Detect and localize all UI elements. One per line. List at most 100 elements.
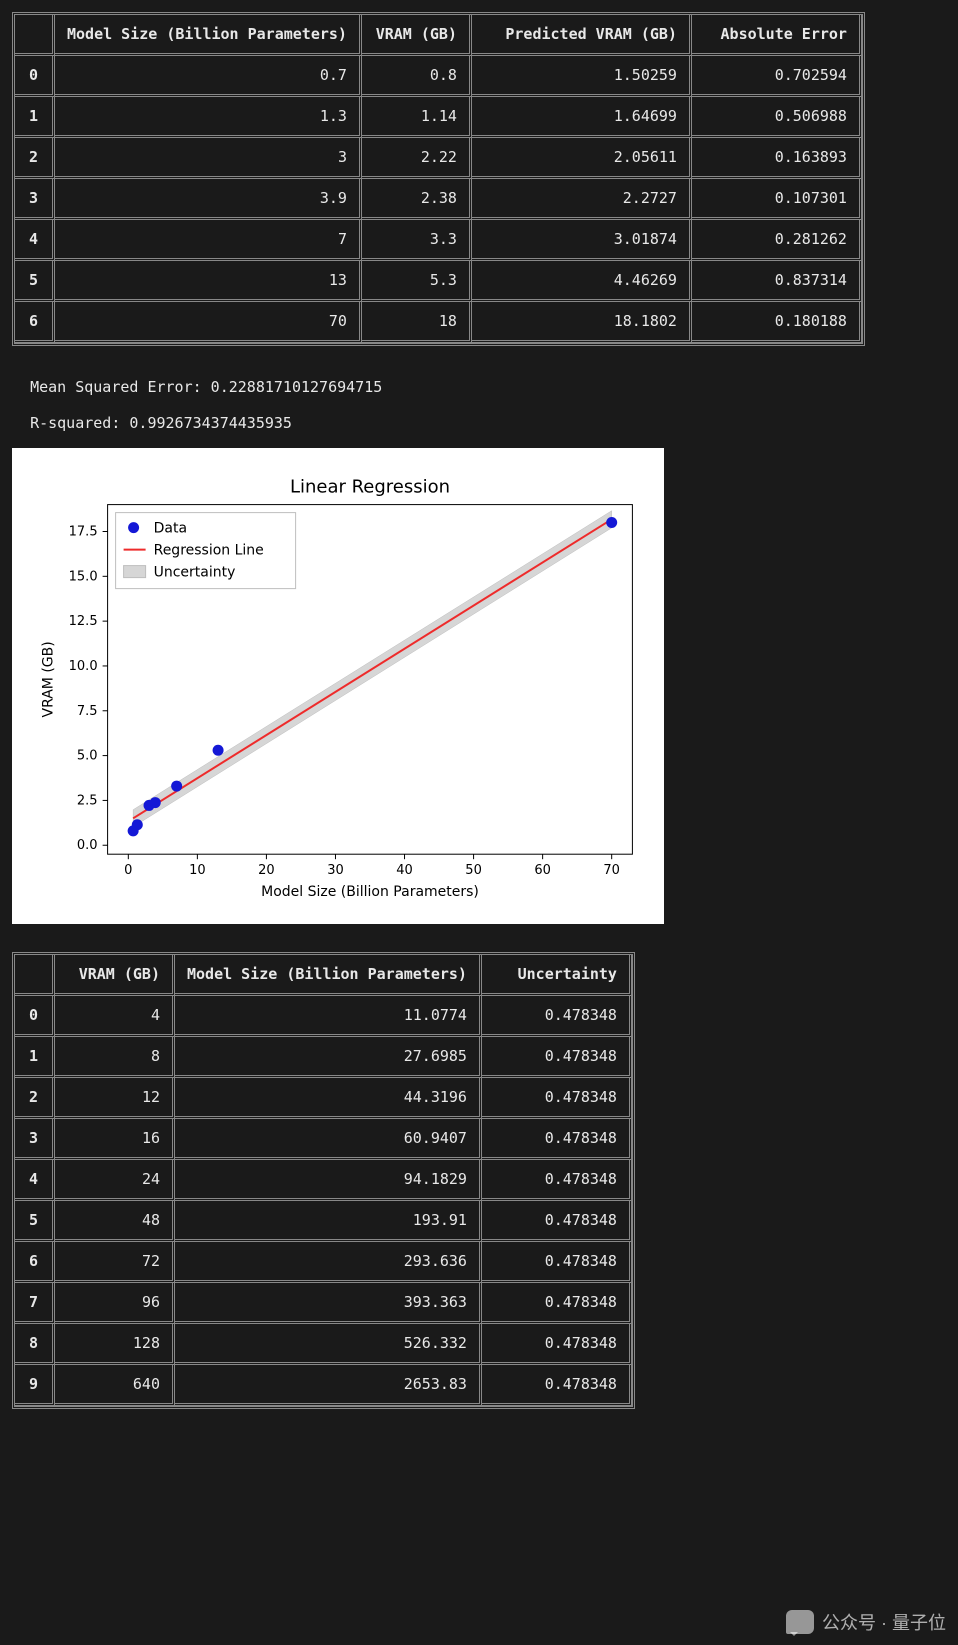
svg-text:40: 40: [396, 863, 413, 878]
row-index-cell: 6: [15, 1242, 55, 1283]
data-cell: 0.478348: [482, 1365, 632, 1406]
data-cell: 526.332: [175, 1324, 482, 1365]
row-index-cell: 6: [15, 302, 55, 343]
table-row: 8128526.3320.478348: [15, 1324, 632, 1365]
data-cell: 0.478348: [482, 1037, 632, 1078]
row-index-cell: 1: [15, 1037, 55, 1078]
svg-text:50: 50: [465, 863, 482, 878]
data-cell: 3.01874: [472, 220, 692, 261]
watermark-text: 公众号 · 量子位: [822, 1609, 946, 1635]
data-cell: 0.478348: [482, 1160, 632, 1201]
mse-line: Mean Squared Error: 0.22881710127694715: [30, 378, 382, 396]
data-cell: 2653.83: [175, 1365, 482, 1406]
table-row: 0411.07740.478348: [15, 996, 632, 1037]
data-cell: 72: [55, 1242, 175, 1283]
data-cell: 1.14: [362, 97, 472, 138]
results-table-1: Model Size (Billion Parameters)VRAM (GB)…: [12, 12, 865, 346]
table-row: 21244.31960.478348: [15, 1078, 632, 1119]
data-cell: 0.478348: [482, 1242, 632, 1283]
table-row: 96402653.830.478348: [15, 1365, 632, 1406]
column-header: Predicted VRAM (GB): [472, 15, 692, 56]
svg-text:15.0: 15.0: [69, 569, 98, 584]
data-cell: 3.3: [362, 220, 472, 261]
row-index-cell: 0: [15, 56, 55, 97]
column-header: Uncertainty: [482, 955, 632, 996]
data-cell: 11.0774: [175, 996, 482, 1037]
table-row: 1827.69850.478348: [15, 1037, 632, 1078]
data-cell: 18.1802: [472, 302, 692, 343]
svg-text:20: 20: [258, 863, 275, 878]
data-cell: 16: [55, 1119, 175, 1160]
svg-text:Uncertainty: Uncertainty: [154, 565, 236, 581]
svg-text:17.5: 17.5: [69, 524, 98, 539]
data-cell: 0.506988: [692, 97, 862, 138]
data-cell: 8: [55, 1037, 175, 1078]
data-cell: 7: [55, 220, 362, 261]
data-cell: 0.837314: [692, 261, 862, 302]
row-index-cell: 7: [15, 1283, 55, 1324]
column-header: Model Size (Billion Parameters): [55, 15, 362, 56]
row-index-cell: 2: [15, 1078, 55, 1119]
data-cell: 0.478348: [482, 1078, 632, 1119]
column-header: Absolute Error: [692, 15, 862, 56]
table-row: 473.33.018740.281262: [15, 220, 862, 261]
predictions-table: VRAM (GB)Model Size (Billion Parameters)…: [12, 952, 635, 1409]
data-cell: 0.7: [55, 56, 362, 97]
column-header: VRAM (GB): [362, 15, 472, 56]
data-cell: 0.702594: [692, 56, 862, 97]
data-cell: 0.8: [362, 56, 472, 97]
svg-text:5.0: 5.0: [77, 749, 98, 764]
row-index-header: [15, 955, 55, 996]
row-index-cell: 4: [15, 1160, 55, 1201]
data-cell: 393.363: [175, 1283, 482, 1324]
data-cell: 3: [55, 138, 362, 179]
data-cell: 0.281262: [692, 220, 862, 261]
data-cell: 1.64699: [472, 97, 692, 138]
table-row: 5135.34.462690.837314: [15, 261, 862, 302]
column-header: VRAM (GB): [55, 955, 175, 996]
svg-text:10: 10: [189, 863, 206, 878]
svg-text:Linear Regression: Linear Regression: [290, 477, 450, 498]
row-index-cell: 4: [15, 220, 55, 261]
svg-text:70: 70: [603, 863, 620, 878]
svg-text:0: 0: [124, 863, 132, 878]
svg-text:30: 30: [327, 863, 344, 878]
data-cell: 0.478348: [482, 996, 632, 1037]
row-index-cell: 5: [15, 261, 55, 302]
table-row: 232.222.056110.163893: [15, 138, 862, 179]
table-row: 00.70.81.502590.702594: [15, 56, 862, 97]
data-cell: 0.180188: [692, 302, 862, 343]
table-row: 42494.18290.478348: [15, 1160, 632, 1201]
data-cell: 60.9407: [175, 1119, 482, 1160]
svg-text:Regression Line: Regression Line: [154, 543, 264, 559]
data-cell: 94.1829: [175, 1160, 482, 1201]
table-row: 33.92.382.27270.107301: [15, 179, 862, 220]
data-cell: 44.3196: [175, 1078, 482, 1119]
stats-block: Mean Squared Error: 0.22881710127694715 …: [12, 360, 946, 432]
data-cell: 12: [55, 1078, 175, 1119]
row-index-cell: 8: [15, 1324, 55, 1365]
row-index-cell: 2: [15, 138, 55, 179]
data-cell: 3.9: [55, 179, 362, 220]
table-row: 11.31.141.646990.506988: [15, 97, 862, 138]
data-cell: 2.38: [362, 179, 472, 220]
data-cell: 128: [55, 1324, 175, 1365]
svg-text:VRAM (GB): VRAM (GB): [41, 641, 57, 717]
table-row: 6701818.18020.180188: [15, 302, 862, 343]
svg-text:Model Size (Billion Parameters: Model Size (Billion Parameters): [261, 884, 479, 900]
data-cell: 96: [55, 1283, 175, 1324]
row-index-cell: 9: [15, 1365, 55, 1406]
data-cell: 640: [55, 1365, 175, 1406]
row-index-cell: 3: [15, 1119, 55, 1160]
data-cell: 4.46269: [472, 261, 692, 302]
data-cell: 48: [55, 1201, 175, 1242]
svg-text:12.5: 12.5: [69, 614, 98, 629]
r2-line: R-squared: 0.9926734374435935: [30, 414, 292, 432]
data-cell: 0.478348: [482, 1119, 632, 1160]
wechat-icon: [786, 1610, 814, 1634]
table-row: 796393.3630.478348: [15, 1283, 632, 1324]
svg-text:60: 60: [534, 863, 551, 878]
data-cell: 18: [362, 302, 472, 343]
data-cell: 1.3: [55, 97, 362, 138]
table-row: 31660.94070.478348: [15, 1119, 632, 1160]
